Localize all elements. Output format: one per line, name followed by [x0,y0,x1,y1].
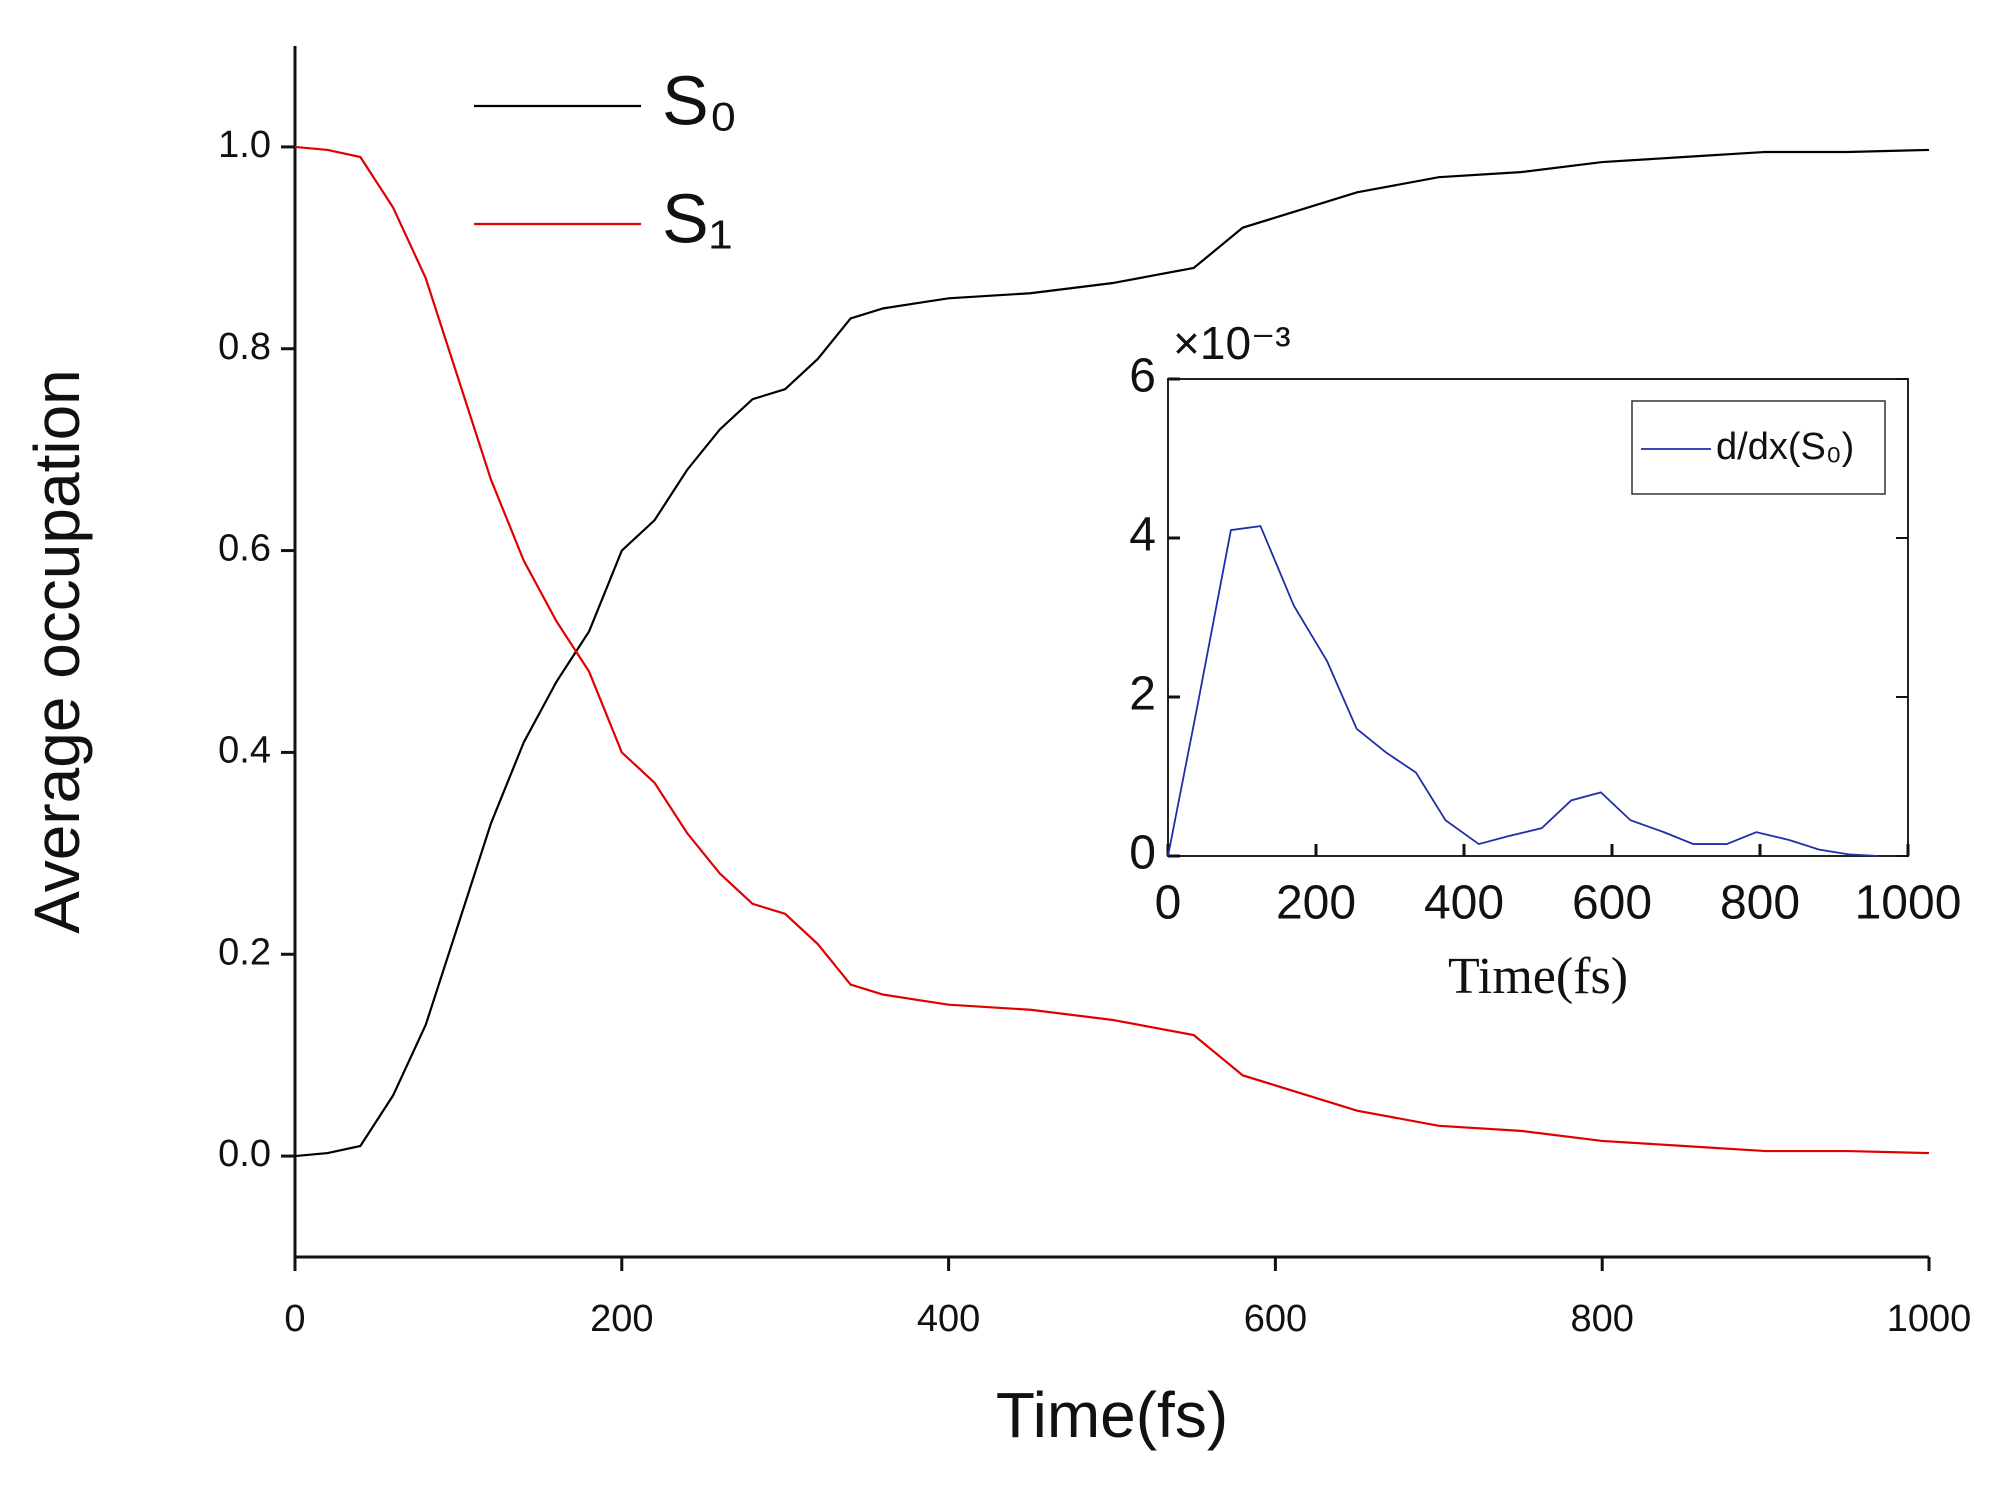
x-tick-label: 400 [1424,877,1504,930]
x-axis-title: Time(fs) [1448,948,1628,1005]
legend-label: S₀ [662,61,738,139]
legend-box [1631,400,1886,495]
series-line [1167,525,1879,857]
x-tick-label: 0 [1155,877,1182,930]
y-tick-label: 0.8 [218,326,271,368]
x-tick-label: 800 [1570,1298,1633,1340]
y-tick-label: 0.4 [218,729,271,771]
y-tick-label: 4 [1129,509,1156,562]
legend-label: d/dx(S₀) [1716,426,1854,468]
x-tick-label: 200 [590,1298,653,1340]
x-tick-label: 0 [284,1298,305,1340]
y-axis-title: Average occupation [21,369,93,934]
x-axis-title: Time(fs) [996,1379,1228,1451]
y-tick-label: 0 [1129,827,1156,880]
legend-label: S₁ [662,179,732,257]
y-tick-label: 6 [1129,350,1156,403]
y-tick-label: 0.6 [218,528,271,570]
x-tick-label: 600 [1572,877,1652,930]
y-tick-label: 1.0 [218,124,271,166]
x-tick-label: 200 [1276,877,1356,930]
series-line [294,148,1930,1158]
x-tick-label: 600 [1244,1298,1307,1340]
axis-multiplier: ×10⁻³ [1173,317,1291,369]
x-tick-label: 1000 [1855,877,1962,930]
x-tick-label: 800 [1720,877,1800,930]
y-tick-label: 0.0 [218,1133,271,1175]
series-line [294,145,1930,1155]
y-tick-label: 0.2 [218,931,271,973]
y-tick-label: 2 [1129,668,1156,721]
x-tick-label: 1000 [1887,1298,1972,1340]
x-tick-label: 400 [917,1298,980,1340]
